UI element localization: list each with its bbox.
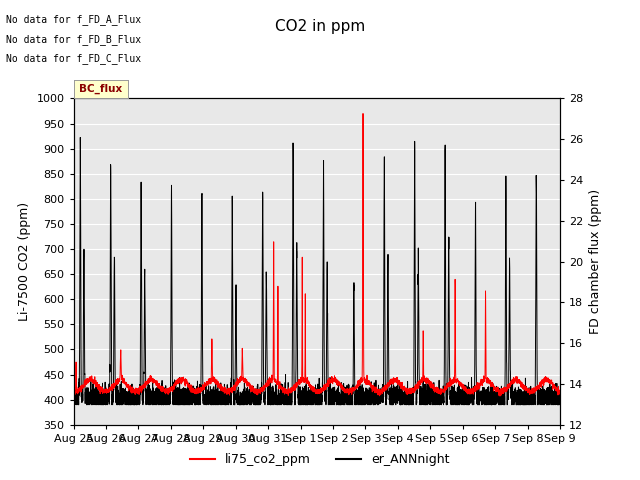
Text: No data for f_FD_A_Flux: No data for f_FD_A_Flux	[6, 14, 141, 25]
Text: No data for f_FD_B_Flux: No data for f_FD_B_Flux	[6, 34, 141, 45]
Text: BC_flux: BC_flux	[79, 84, 122, 95]
Text: No data for f_FD_C_Flux: No data for f_FD_C_Flux	[6, 53, 141, 64]
Y-axis label: Li-7500 CO2 (ppm): Li-7500 CO2 (ppm)	[18, 202, 31, 321]
Y-axis label: FD chamber flux (ppm): FD chamber flux (ppm)	[589, 189, 602, 334]
Legend: li75_co2_ppm, er_ANNnight: li75_co2_ppm, er_ANNnight	[186, 448, 454, 471]
Text: CO2 in ppm: CO2 in ppm	[275, 19, 365, 34]
